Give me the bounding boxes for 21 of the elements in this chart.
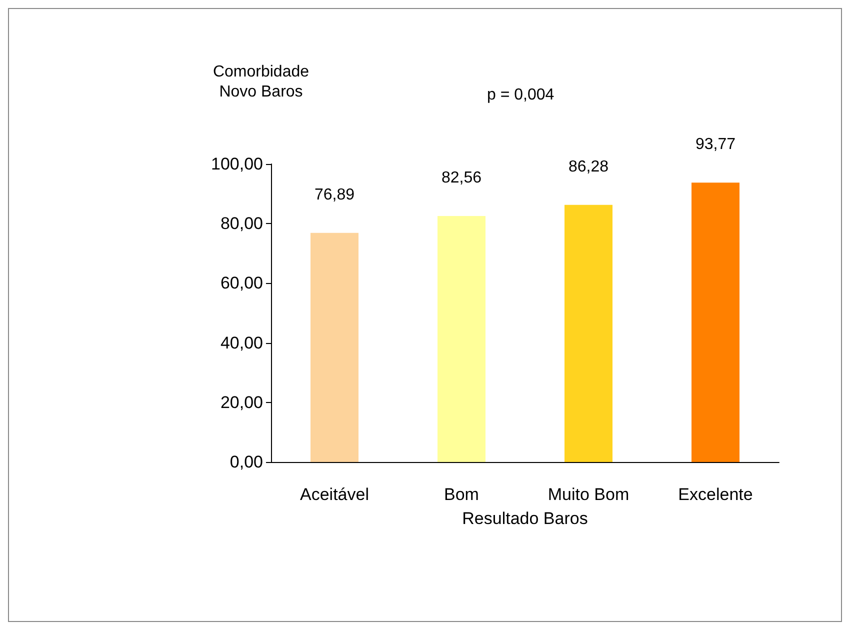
- bar: [310, 232, 358, 462]
- x-tick-label: Bom: [444, 485, 479, 504]
- y-tick-label: 0,00: [230, 452, 263, 472]
- bar: [564, 204, 612, 462]
- y-axis-title: Comorbidade Novo Baros: [212, 64, 310, 100]
- data-label: 82,56: [441, 169, 482, 186]
- text: p = 0,004: [487, 86, 554, 104]
- x-axis-title: Resultado Baros: [462, 509, 588, 528]
- y-tick-label: 100,00: [211, 154, 263, 174]
- data-label: 86,28: [568, 158, 609, 176]
- data-label: 93,77: [695, 136, 736, 154]
- y-tick-label: 60,00: [220, 274, 263, 293]
- y-tick-label: 40,00: [220, 333, 263, 352]
- x-tick-label: Aceitável: [300, 485, 369, 504]
- x-tick-label: Excelente: [678, 485, 753, 504]
- bar: [692, 182, 740, 462]
- y-tick-label: 80,00: [220, 214, 263, 234]
- y-tick-label: 20,00: [220, 392, 263, 412]
- bar: [438, 216, 486, 462]
- x-tick-label: Muito Bom: [548, 485, 630, 504]
- data-label: 76,89: [314, 186, 355, 204]
